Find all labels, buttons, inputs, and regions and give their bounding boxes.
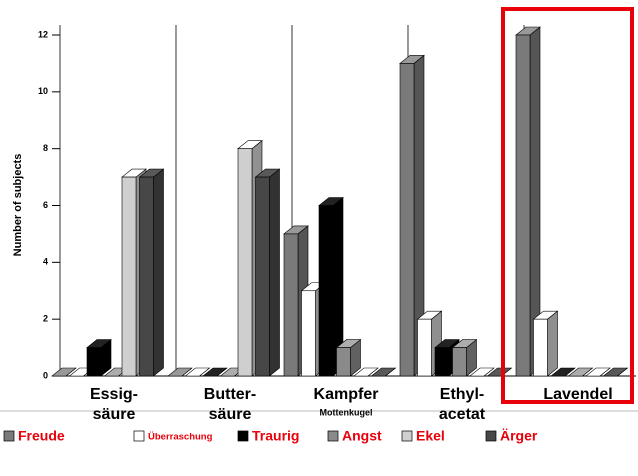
bar — [532, 310, 559, 377]
bar-face — [469, 367, 495, 377]
y-tick-label: 8 — [43, 143, 48, 153]
bar — [138, 168, 165, 377]
bar-face — [237, 148, 253, 377]
category-label: Butter- — [204, 386, 256, 403]
category-label: Ethyl- — [440, 386, 484, 403]
bar — [370, 367, 397, 377]
category-label: säure — [93, 406, 136, 423]
y-tick-label: 2 — [43, 314, 48, 324]
bar — [202, 367, 228, 377]
bar-face — [547, 310, 558, 377]
bar-face — [550, 367, 576, 377]
legend-label: Angst — [342, 428, 382, 444]
bar-face — [269, 168, 280, 377]
bar — [318, 196, 344, 377]
category-label: Essig- — [90, 386, 138, 403]
category-label: säure — [209, 406, 252, 423]
bar-face — [318, 205, 334, 377]
bar-face — [533, 318, 548, 377]
y-tick-label: 6 — [43, 200, 48, 210]
bar — [567, 367, 594, 377]
bar-face — [184, 367, 211, 377]
bar-face — [353, 367, 379, 377]
y-tick-label: 0 — [43, 370, 48, 380]
bar — [585, 367, 611, 377]
y-axis-label: Number of subjects — [12, 154, 24, 257]
bar-face — [417, 318, 432, 377]
highlight-box — [501, 7, 634, 404]
bar — [167, 367, 193, 377]
bar-face — [602, 367, 629, 377]
bar-face — [452, 347, 467, 377]
legend-swatch — [327, 430, 339, 442]
bar — [469, 367, 495, 377]
bar-face — [486, 367, 513, 377]
bar-face — [202, 367, 228, 377]
y-tick-label: 4 — [43, 257, 48, 267]
legend-label: Traurig — [252, 428, 299, 444]
legend-label: Ekel — [416, 428, 445, 444]
bar-face — [167, 367, 193, 377]
bar — [254, 168, 281, 377]
category-annotation: Mottenkugel — [320, 407, 373, 417]
bar-face — [283, 233, 299, 377]
legend-label: Ärger — [500, 428, 538, 444]
bar — [335, 338, 362, 377]
legend-swatch — [237, 430, 249, 442]
category-label: Kampfer — [314, 386, 379, 403]
bar — [515, 26, 541, 377]
bar-face — [153, 168, 164, 377]
bar — [602, 367, 629, 377]
bar-face — [567, 367, 594, 377]
bar-face — [370, 367, 397, 377]
bar — [51, 367, 77, 377]
bar-face — [336, 347, 351, 377]
legend-swatch — [401, 430, 413, 442]
bar-face — [86, 347, 102, 377]
bar — [550, 367, 576, 377]
legend-swatch — [3, 430, 15, 442]
bar-face — [121, 176, 137, 377]
bar-face — [255, 176, 270, 377]
y-tick-label: 10 — [38, 86, 48, 96]
bar — [184, 367, 211, 377]
bar-face — [515, 34, 531, 377]
y-tick-label: 12 — [38, 29, 48, 39]
bar — [399, 54, 425, 377]
bar-face — [301, 290, 316, 377]
bar-face — [399, 63, 415, 377]
bar-face — [585, 367, 611, 377]
legend-swatch — [133, 430, 145, 442]
bar-face — [51, 367, 77, 377]
category-label: Lavendel — [543, 386, 612, 403]
legend-label: Freude — [18, 428, 65, 444]
legend-swatch — [485, 430, 497, 442]
bar-face — [139, 176, 154, 377]
category-label: acetat — [439, 406, 486, 423]
bar — [416, 310, 443, 377]
bar — [451, 338, 478, 377]
legend-label: Überraschung — [148, 432, 213, 443]
bar — [86, 338, 112, 377]
bar-face — [434, 347, 450, 377]
bar — [353, 367, 379, 377]
